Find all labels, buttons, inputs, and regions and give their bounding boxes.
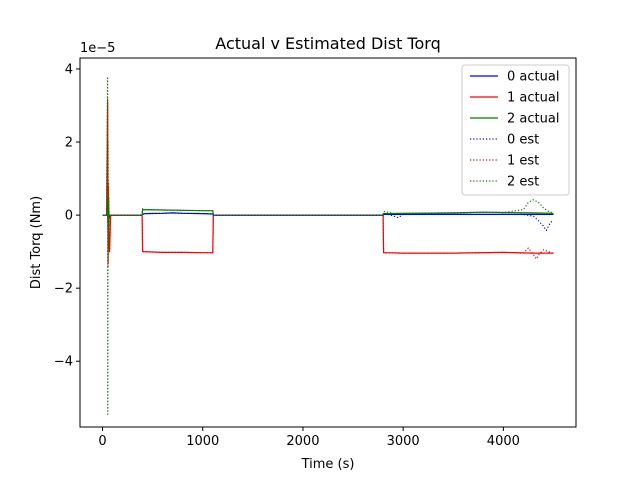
y-tick-label: −2 bbox=[54, 282, 73, 297]
y-tick-label: −4 bbox=[54, 355, 73, 370]
x-tick-label: 3000 bbox=[387, 434, 420, 449]
x-tick-label: 2000 bbox=[286, 434, 319, 449]
y-axis-ticks: −4 −2 0 2 4 bbox=[54, 62, 80, 370]
y-axis-label: Dist Torq (Nm) bbox=[29, 196, 44, 289]
chart-title: Actual v Estimated Dist Torq bbox=[215, 34, 440, 53]
x-tick-label: 4000 bbox=[487, 434, 520, 449]
y-tick-label: 4 bbox=[65, 62, 73, 77]
series-layer bbox=[102, 77, 554, 415]
series-line-0-est bbox=[102, 203, 554, 231]
y-axis-offset-label: 1e−5 bbox=[80, 41, 115, 56]
legend-entry: 1 actual bbox=[507, 91, 559, 106]
legend: 0 actual 1 actual 2 actual 0 est 1 est 2 est bbox=[461, 64, 570, 196]
legend-entry: 0 actual bbox=[507, 70, 559, 85]
y-tick-label: 2 bbox=[65, 136, 73, 151]
x-tick-label: 1000 bbox=[186, 434, 219, 449]
x-axis-label: Time (s) bbox=[301, 457, 355, 472]
axes-frame bbox=[79, 57, 577, 428]
series-line-2-est bbox=[102, 77, 554, 415]
y-tick-label: 0 bbox=[65, 209, 73, 224]
legend-entry: 2 actual bbox=[507, 112, 559, 127]
x-axis-ticks: 0 1000 2000 3000 4000 bbox=[98, 427, 520, 449]
legend-entry: 0 est bbox=[507, 133, 539, 148]
x-tick-label: 0 bbox=[98, 434, 106, 449]
legend-entry: 2 est bbox=[507, 175, 539, 190]
legend-entry: 1 est bbox=[507, 154, 539, 169]
